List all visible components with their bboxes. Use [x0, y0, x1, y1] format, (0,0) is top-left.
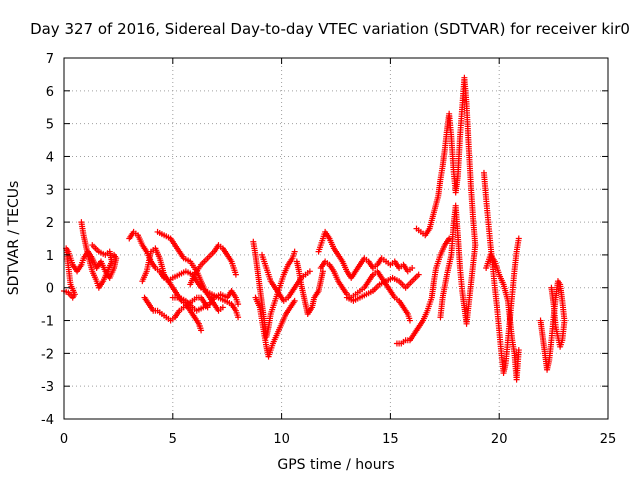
x-tick-label: 20	[491, 432, 508, 447]
y-tick-label: 6	[46, 85, 54, 100]
data-point	[409, 265, 416, 272]
data-point	[515, 235, 522, 242]
data-point	[406, 317, 413, 324]
data-point	[235, 301, 242, 308]
y-tick-label: 5	[46, 118, 54, 133]
y-tick-label: -2	[41, 347, 54, 362]
tick-labels: 0 5 10 15 20 25 -4 -3 -2 -1 0 1 2 3 4 5 6 7	[41, 52, 616, 447]
y-tick-label: 0	[46, 282, 54, 297]
data-points	[61, 74, 568, 383]
y-tick-label: 1	[46, 249, 54, 264]
y-tick-label: 2	[46, 216, 54, 231]
x-axis-label: GPS time / hours	[277, 457, 394, 473]
data-point	[232, 271, 239, 278]
data-point	[548, 284, 555, 291]
data-point	[111, 251, 118, 258]
x-tick-label: 0	[60, 432, 68, 447]
x-tick-label: 25	[600, 432, 617, 447]
data-point	[319, 268, 326, 275]
y-tick-label: 4	[46, 150, 54, 165]
data-point	[291, 248, 298, 255]
data-point	[291, 297, 298, 304]
y-tick-label: 3	[46, 183, 54, 198]
x-tick-label: 15	[382, 432, 399, 447]
y-tick-label: -4	[41, 413, 54, 428]
y-axis-label: SDTVAR / TECUs	[6, 181, 22, 296]
grid	[64, 58, 608, 419]
data-point	[195, 320, 202, 327]
y-tick-label: -1	[41, 315, 54, 330]
x-tick-label: 10	[273, 432, 290, 447]
axis-ticks	[63, 57, 609, 420]
data-point	[219, 304, 226, 311]
y-tick-label: -3	[41, 380, 54, 395]
data-point	[415, 271, 422, 278]
chart-title: Day 327 of 2016, Sidereal Day-to-day VTE…	[30, 20, 630, 38]
y-tick-label: 7	[46, 52, 54, 67]
data-point	[515, 347, 522, 354]
x-tick-label: 5	[169, 432, 177, 447]
data-point	[472, 242, 479, 249]
plot-frame	[63, 57, 609, 420]
data-point	[306, 268, 313, 275]
data-point	[235, 314, 242, 321]
data-point	[89, 242, 96, 249]
